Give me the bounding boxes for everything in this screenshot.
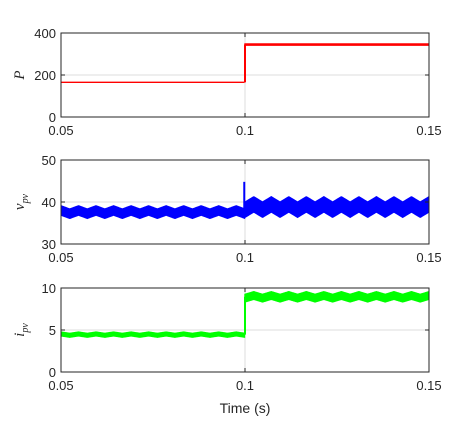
x-tick-label: 0.1	[236, 378, 254, 393]
x-tick-label: 0.15	[416, 123, 441, 138]
y-tick-label: 30	[42, 237, 56, 252]
data-series	[61, 43, 429, 84]
x-tick-label: 0.05	[48, 250, 73, 265]
y-tick-label: 400	[34, 26, 56, 41]
series-band	[244, 196, 429, 219]
x-tick-label: 0.05	[48, 123, 73, 138]
x-tick-label: 0.15	[416, 378, 441, 393]
y-axis-label: vpv	[12, 193, 31, 210]
subplot-2: 0.05 0.1 0.15 30 40 50 vpv	[12, 153, 442, 265]
x-tick-label: 0.15	[416, 250, 441, 265]
y-axis-label: P	[12, 70, 28, 80]
y-tick-label: 40	[42, 195, 56, 210]
y-tick-label: 200	[34, 68, 56, 83]
data-series	[61, 290, 429, 338]
y-tick-label: 0	[49, 365, 56, 380]
x-tick-label: 0.05	[48, 378, 73, 393]
y-tick-label: 50	[42, 153, 56, 168]
x-tick-label: 0.1	[236, 250, 254, 265]
y-tick-label: 5	[49, 323, 56, 338]
subplot-3: 0.05 0.1 0.15 0 5 10 ipv	[12, 281, 442, 393]
series-band	[244, 43, 429, 46]
y-tick-label: 0	[49, 110, 56, 125]
x-axis-label: Time (s)	[220, 400, 271, 416]
series-band	[244, 290, 429, 303]
subplot-1: 0.05 0.1 0.15 0 200 400 P	[12, 26, 442, 138]
series-band	[61, 331, 246, 338]
x-tick-label: 0.1	[236, 123, 254, 138]
y-tick-label: 10	[42, 281, 56, 296]
data-series	[61, 181, 429, 220]
y-axis-label: ipv	[12, 323, 31, 337]
